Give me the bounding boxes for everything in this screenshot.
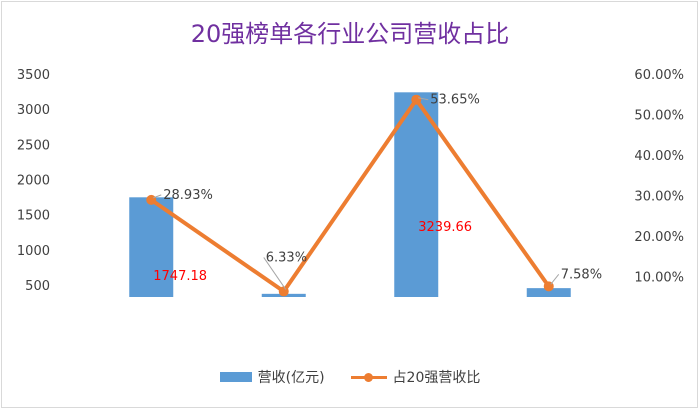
bar-value-label-2: 3239.66 xyxy=(418,220,472,235)
bar-0 xyxy=(129,197,174,297)
share-label-leader-0 xyxy=(153,194,162,199)
share-label-3: 7.58% xyxy=(561,267,602,282)
share-label-leader-3 xyxy=(550,274,560,285)
legend-bar-swatch xyxy=(219,372,252,382)
left-axis-tick-0: 500 xyxy=(25,279,50,294)
right-axis-tick-5: 60.00% xyxy=(634,68,684,83)
legend-label-share: 占20强营收比 xyxy=(392,370,481,386)
left-axis-tick-1: 1000 xyxy=(17,244,50,259)
share-label-leader-1 xyxy=(263,257,287,290)
left-axis-tick-5: 3000 xyxy=(17,103,50,118)
share-point-0 xyxy=(146,194,157,205)
bar-3 xyxy=(526,288,571,297)
bar-value-label-0: 1747.18 xyxy=(153,269,207,284)
share-label-2: 53.65% xyxy=(430,93,480,108)
left-axis-tick-2: 1500 xyxy=(17,209,50,224)
share-label-1: 6.33% xyxy=(266,250,307,265)
legend-item-share: 占20强营收比 xyxy=(350,367,481,387)
chart-legend: 营收(亿元) 占20强营收比 xyxy=(0,367,700,387)
right-axis-tick-0: 10.00% xyxy=(634,271,684,286)
right-axis-tick-4: 50.00% xyxy=(634,109,684,124)
legend-label-revenue: 营收(亿元) xyxy=(257,370,325,386)
bar-2 xyxy=(394,92,439,297)
left-axis-tick-3: 2000 xyxy=(17,174,50,189)
share-point-1 xyxy=(278,286,289,297)
right-axis-tick-3: 40.00% xyxy=(634,149,684,164)
right-axis-tick-1: 20.00% xyxy=(634,230,684,245)
legend-item-revenue: 营收(亿元) xyxy=(219,367,325,387)
chart-title: 20强榜单各行业公司营收占比 xyxy=(190,20,510,48)
left-axis-tick-4: 2500 xyxy=(17,138,50,153)
right-axis-tick-2: 30.00% xyxy=(634,190,684,205)
share-line xyxy=(150,97,551,294)
share-label-leader-2 xyxy=(418,97,429,101)
share-point-2 xyxy=(411,94,422,105)
legend-line-swatch xyxy=(350,371,387,383)
share-label-0: 28.93% xyxy=(163,188,213,203)
left-axis-tick-6: 3500 xyxy=(17,68,50,83)
